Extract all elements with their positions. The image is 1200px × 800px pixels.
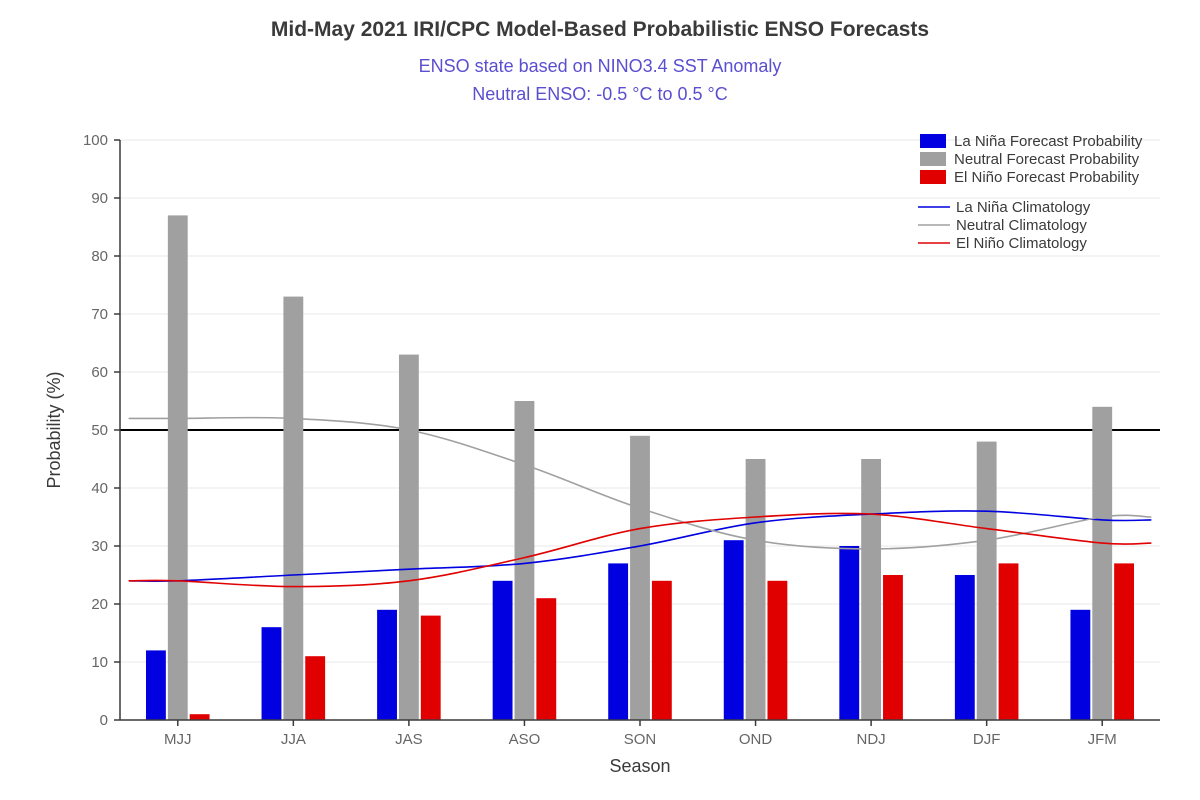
bar <box>767 581 787 720</box>
bar <box>955 575 975 720</box>
x-tick-label: NDJ <box>857 731 886 748</box>
legend-swatch <box>920 170 946 184</box>
bar <box>377 610 397 720</box>
bar <box>168 215 188 720</box>
legend-label: El Niño Climatology <box>956 235 1087 252</box>
legend-swatch <box>920 152 946 166</box>
y-tick-label: 30 <box>91 538 108 555</box>
bar <box>283 297 303 720</box>
bar <box>608 563 628 720</box>
bar <box>746 459 766 720</box>
bar <box>839 546 859 720</box>
x-tick-label: JFM <box>1088 731 1117 748</box>
legend-swatch <box>920 134 946 148</box>
bar <box>1092 407 1112 720</box>
legend-label: El Niño Forecast Probability <box>954 169 1140 186</box>
x-tick-label: JAS <box>395 731 423 748</box>
bar <box>652 581 672 720</box>
x-tick-label: DJF <box>973 731 1001 748</box>
legend-label: Neutral Forecast Probability <box>954 151 1140 168</box>
y-tick-label: 100 <box>83 132 108 149</box>
bar <box>399 355 419 720</box>
bar <box>977 442 997 720</box>
bar <box>493 581 513 720</box>
legend-label: Neutral Climatology <box>956 217 1087 234</box>
x-axis-label: Season <box>609 756 670 776</box>
bar <box>724 540 744 720</box>
bar <box>146 650 166 720</box>
x-tick-label: JJA <box>281 731 306 748</box>
chart-title: Mid-May 2021 IRI/CPC Model-Based Probabi… <box>271 18 929 41</box>
chart-subtitle-1: ENSO state based on NINO3.4 SST Anomaly <box>419 56 782 76</box>
chart-subtitle-2: Neutral ENSO: -0.5 °C to 0.5 °C <box>472 84 728 104</box>
y-tick-label: 60 <box>91 364 108 381</box>
enso-forecast-chart: Mid-May 2021 IRI/CPC Model-Based Probabi… <box>0 0 1200 800</box>
bar <box>305 656 325 720</box>
legend-label: La Niña Forecast Probability <box>954 133 1143 150</box>
bar <box>1070 610 1090 720</box>
y-tick-label: 80 <box>91 248 108 265</box>
chart-container: Mid-May 2021 IRI/CPC Model-Based Probabi… <box>0 0 1200 800</box>
bar <box>861 459 881 720</box>
legend-label: La Niña Climatology <box>956 199 1091 216</box>
y-tick-label: 0 <box>100 712 108 729</box>
x-tick-label: OND <box>739 731 773 748</box>
bar <box>999 563 1019 720</box>
bar <box>883 575 903 720</box>
y-tick-label: 50 <box>91 422 108 439</box>
y-tick-label: 40 <box>91 480 108 497</box>
bar <box>190 714 210 720</box>
x-tick-label: ASO <box>509 731 541 748</box>
y-tick-label: 20 <box>91 596 108 613</box>
x-tick-label: SON <box>624 731 657 748</box>
bar <box>536 598 556 720</box>
bar <box>630 436 650 720</box>
bar <box>515 401 535 720</box>
bar <box>262 627 282 720</box>
y-axis-label: Probability (%) <box>44 371 64 488</box>
x-tick-label: MJJ <box>164 731 192 748</box>
bar <box>1114 563 1134 720</box>
y-tick-label: 90 <box>91 190 108 207</box>
bar <box>421 616 441 720</box>
y-tick-label: 10 <box>91 654 108 671</box>
y-tick-label: 70 <box>91 306 108 323</box>
